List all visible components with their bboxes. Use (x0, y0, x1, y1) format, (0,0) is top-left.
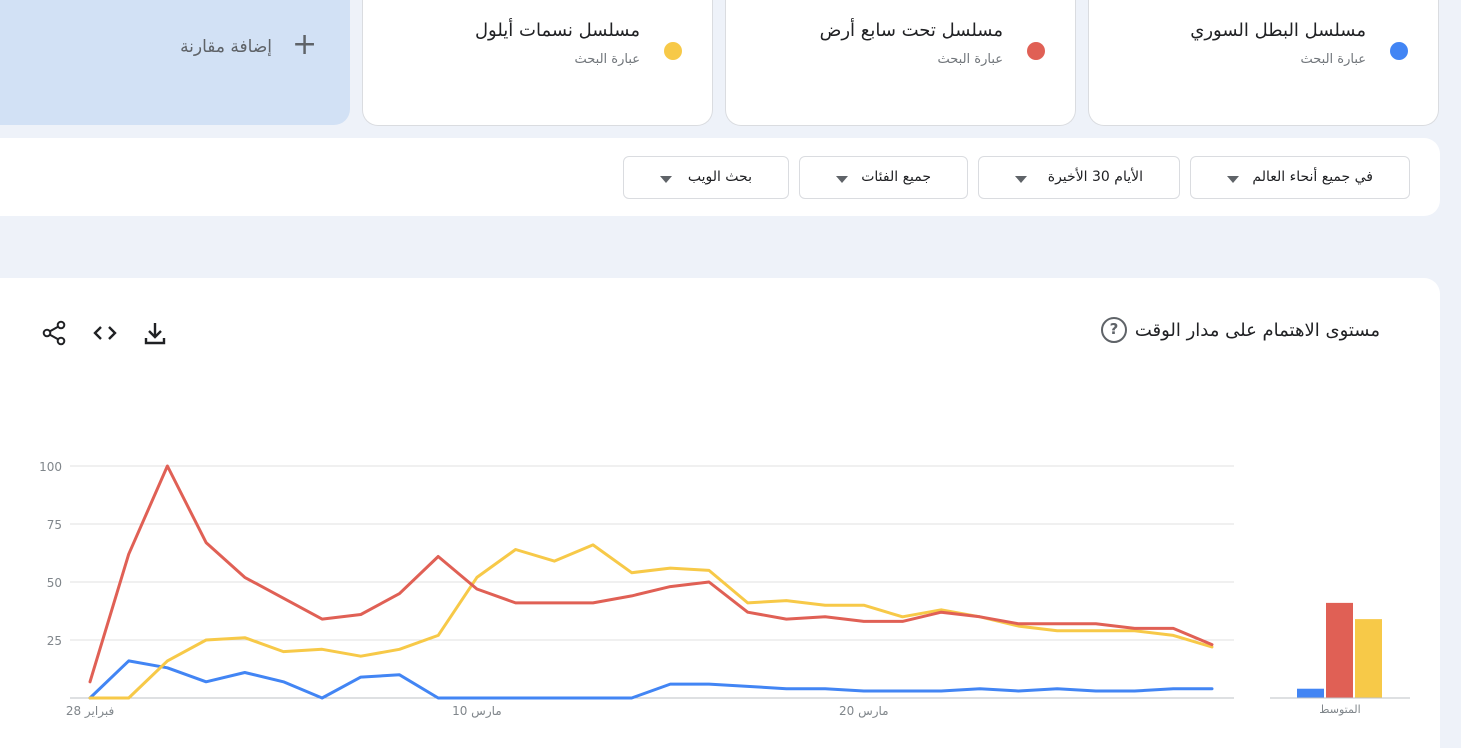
chevron-down-icon (1227, 176, 1239, 183)
average-bar (1355, 619, 1382, 698)
add-comparison-label: إضافة مقارنة (180, 37, 272, 57)
chart-title: مستوى الاهتمام على مدار الوقت (1134, 320, 1380, 341)
x-tick-label: 20 مارس (839, 704, 889, 719)
add-comparison-card[interactable]: + إضافة مقارنة (0, 0, 350, 125)
plus-icon: + (292, 27, 318, 62)
chevron-down-icon (836, 176, 848, 183)
series-color-dot (664, 42, 682, 60)
series-line (88, 464, 1214, 684)
series-color-dot (1027, 42, 1045, 60)
filter-bar: في جميع أنحاء العالم الأيام 30 الأخيرة ج… (0, 138, 1440, 216)
average-bar (1297, 688, 1324, 698)
series-color-dot (1390, 42, 1408, 60)
y-tick-label: 25 (47, 634, 62, 648)
chevron-down-icon (660, 176, 672, 183)
region-dropdown[interactable]: في جميع أنحاء العالم (1190, 156, 1410, 199)
average-label: المتوسط (1319, 703, 1360, 716)
line-chart: 25 50 75 100 28 فبراير 10 مارس 20 مارس المتوسط (39, 460, 1410, 719)
chevron-down-icon (1015, 176, 1027, 183)
region-value: في جميع أنحاء العالم (1252, 169, 1373, 185)
x-tick-label: 28 فبراير (66, 704, 114, 719)
series-line (88, 659, 1214, 700)
interest-over-time-panel: مستوى الاهتمام على مدار الوقت ? 25 50 75 10… (0, 278, 1440, 748)
download-icon[interactable] (142, 320, 168, 346)
average-bar (1326, 602, 1353, 698)
x-tick-label: 10 مارس (452, 704, 502, 719)
category-dropdown[interactable]: جميع الفئات (799, 156, 968, 199)
term-name: مسلسل البطل السوري (1190, 20, 1366, 41)
term-subtitle: عبارة البحث (574, 52, 640, 67)
term-card-1[interactable]: مسلسل البطل السوري عبارة البحث (1088, 0, 1439, 126)
term-card-3[interactable]: مسلسل نسمات أيلول عبارة البحث (362, 0, 713, 126)
search-type-dropdown[interactable]: بحث الويب (623, 156, 789, 199)
term-card-2[interactable]: مسلسل تحت سابع أرض عبارة البحث (725, 0, 1076, 126)
help-icon[interactable]: ? (1101, 317, 1127, 343)
search-type-value: بحث الويب (687, 169, 752, 185)
period-dropdown[interactable]: الأيام 30 الأخيرة (978, 156, 1180, 199)
share-icon[interactable] (41, 320, 67, 346)
y-tick-label: 100 (39, 460, 62, 474)
term-subtitle: عبارة البحث (937, 52, 1003, 67)
y-tick-label: 50 (47, 576, 62, 590)
term-name: مسلسل تحت سابع أرض (819, 20, 1003, 41)
series-line (88, 543, 1214, 700)
y-tick-label: 75 (47, 518, 62, 532)
embed-code-icon[interactable] (92, 320, 118, 346)
category-value: جميع الفئات (861, 169, 931, 185)
period-value: الأيام 30 الأخيرة (1047, 169, 1143, 185)
term-subtitle: عبارة البحث (1300, 52, 1366, 67)
term-name: مسلسل نسمات أيلول (474, 20, 640, 41)
